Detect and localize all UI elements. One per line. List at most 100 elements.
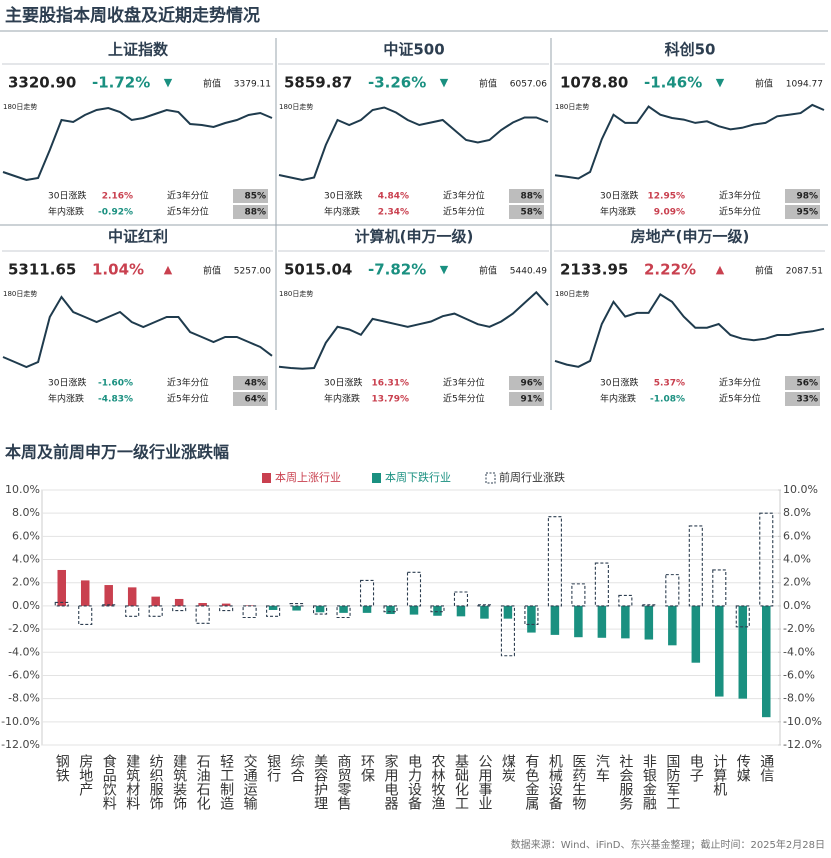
bar bbox=[362, 605, 372, 613]
prev-label: 前值 bbox=[755, 78, 773, 90]
prev-week-bar bbox=[524, 605, 539, 626]
bar bbox=[292, 605, 301, 611]
bar bbox=[174, 598, 184, 606]
trend-label: 180日走势 bbox=[555, 289, 589, 298]
y-tick-label: -6.0% bbox=[8, 668, 40, 681]
stat-value: 4.84% bbox=[378, 192, 409, 202]
x-tick-label: 计算机 bbox=[711, 754, 727, 797]
bar bbox=[433, 605, 442, 616]
rank-value: 98% bbox=[796, 192, 818, 202]
rank-box bbox=[509, 392, 544, 406]
y-tick-label: 0.0% bbox=[12, 599, 40, 612]
bar bbox=[80, 580, 90, 606]
bar bbox=[386, 605, 395, 615]
bar bbox=[691, 605, 701, 663]
prev-value: 5257.00 bbox=[234, 267, 271, 277]
stat-label: 30日涨跌 bbox=[324, 191, 362, 202]
prev-week-bar bbox=[712, 569, 727, 607]
stat-value: -0.92% bbox=[98, 208, 133, 218]
bar bbox=[409, 605, 419, 615]
prev-week-bar bbox=[359, 579, 375, 607]
stat-value: 13.79% bbox=[372, 395, 410, 405]
prev-value: 5440.49 bbox=[510, 267, 547, 277]
prev-week-bar bbox=[453, 591, 469, 607]
panel-title: 计算机(申万一级) bbox=[355, 228, 474, 246]
prev-week-bar bbox=[735, 605, 750, 628]
prev-week-bar bbox=[101, 604, 116, 607]
rank-label: 近5年分位 bbox=[443, 393, 485, 405]
bar bbox=[738, 605, 748, 699]
rank-box bbox=[509, 189, 544, 203]
bar bbox=[550, 605, 560, 635]
rank-label: 近5年分位 bbox=[719, 206, 761, 218]
stat-label: 年内涨跌 bbox=[600, 393, 636, 405]
bar bbox=[503, 605, 513, 619]
stat-value: -1.08% bbox=[650, 395, 685, 405]
panel-title: 中证500 bbox=[383, 41, 444, 59]
stat-value: 2.16% bbox=[102, 192, 133, 202]
bar bbox=[339, 605, 348, 613]
rank-label: 近5年分位 bbox=[443, 206, 485, 218]
y-tick-label: 4.0% bbox=[12, 553, 40, 566]
trend-line bbox=[554, 293, 825, 368]
bar bbox=[762, 605, 771, 718]
prev-week-bar bbox=[148, 605, 163, 617]
x-tick-label: 农林牧渔 bbox=[429, 754, 445, 810]
prev-week-bar bbox=[477, 604, 492, 607]
trend-line bbox=[2, 106, 273, 182]
y2-tick-label: -12.0% bbox=[783, 738, 822, 751]
rank-label: 近3年分位 bbox=[719, 190, 761, 202]
rank-value: 91% bbox=[520, 395, 542, 405]
legend-swatch bbox=[262, 473, 271, 483]
panel-title: 中证红利 bbox=[108, 228, 168, 246]
rank-label: 近3年分位 bbox=[167, 190, 209, 202]
rank-value: 33% bbox=[796, 395, 818, 405]
close-value: 2133.95 bbox=[560, 261, 628, 279]
prev-week-bar bbox=[618, 594, 633, 607]
prev-week-bar bbox=[383, 605, 398, 613]
legend-swatch bbox=[485, 472, 496, 484]
prev-week-bar bbox=[430, 605, 445, 613]
bar bbox=[527, 605, 536, 633]
y2-tick-label: 4.0% bbox=[783, 553, 811, 566]
y2-tick-label: -10.0% bbox=[783, 715, 822, 728]
x-tick-label: 房地产 bbox=[77, 754, 93, 797]
bar bbox=[198, 603, 207, 606]
rank-box bbox=[233, 205, 268, 219]
stat-value: 2.34% bbox=[378, 208, 409, 218]
change-arrow: ▲ bbox=[716, 263, 725, 276]
x-tick-label: 石油石化 bbox=[195, 754, 211, 811]
rank-label: 近5年分位 bbox=[167, 206, 209, 218]
x-tick-label: 交通运输 bbox=[242, 753, 258, 810]
rank-value: 96% bbox=[520, 379, 542, 389]
panel-title: 科创50 bbox=[665, 41, 716, 59]
legend-swatch bbox=[372, 473, 381, 483]
rank-value: 58% bbox=[520, 208, 542, 218]
prev-value: 6057.06 bbox=[510, 80, 547, 90]
stat-label: 年内涨跌 bbox=[324, 206, 360, 218]
x-tick-label: 传媒 bbox=[735, 754, 751, 782]
trend-label: 180日走势 bbox=[555, 102, 589, 111]
trend-line bbox=[278, 106, 549, 182]
y2-tick-label: 2.0% bbox=[783, 576, 811, 589]
x-tick-label: 非银金融 bbox=[641, 754, 657, 810]
prev-week-bar bbox=[500, 605, 515, 657]
bar bbox=[104, 585, 113, 606]
x-tick-label: 有色金属 bbox=[523, 754, 539, 810]
change-value: -7.82% bbox=[368, 261, 426, 279]
bar bbox=[127, 587, 137, 606]
bar bbox=[456, 605, 466, 617]
rank-label: 近3年分位 bbox=[443, 190, 485, 202]
trend-line bbox=[278, 290, 549, 370]
stat-label: 年内涨跌 bbox=[48, 393, 84, 405]
x-tick-label: 医药生物 bbox=[570, 754, 586, 811]
y2-tick-label: 10.0% bbox=[783, 483, 818, 496]
x-tick-label: 钢铁 bbox=[54, 754, 70, 782]
rank-value: 95% bbox=[796, 208, 818, 218]
x-tick-label: 电子 bbox=[688, 754, 704, 782]
x-tick-label: 电力设备 bbox=[406, 754, 422, 810]
prev-week-bar bbox=[78, 605, 93, 626]
prev-label: 前值 bbox=[203, 78, 221, 90]
y-tick-label: -4.0% bbox=[8, 645, 40, 658]
prev-week-bar bbox=[547, 516, 562, 607]
